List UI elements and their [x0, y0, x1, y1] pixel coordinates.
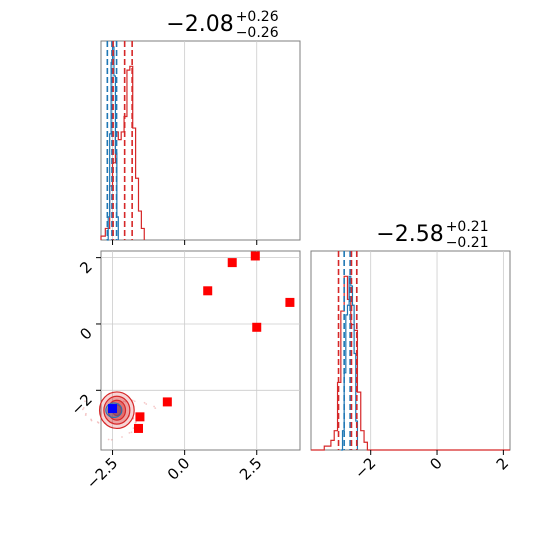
sample-point [96, 421, 99, 423]
marginal-x-title-plus: +0.26 [236, 9, 279, 25]
sample-point [154, 407, 157, 410]
marginal-x-title: −2.08 [166, 12, 233, 37]
sample-point [153, 405, 155, 408]
sample-point [110, 438, 113, 441]
joint-scatter [108, 251, 295, 433]
marginal-y-title-value: −2.58 [376, 222, 443, 247]
tick-label: 0.0 [164, 454, 194, 484]
marginal-x-title-minus: −0.26 [236, 25, 279, 41]
scatter-point-red [162, 397, 172, 407]
scatter-point-red [285, 297, 295, 307]
marginal-x-panel: −2.08 +0.26 −0.26 [100, 9, 301, 245]
sample-point [85, 412, 87, 415]
marginal-y-title-plus: +0.21 [446, 219, 489, 235]
sample-point [133, 400, 136, 403]
sample-point [84, 400, 86, 403]
sample-point [145, 403, 148, 405]
tick-label: −2.5 [83, 454, 121, 492]
marginal-x-title-value: −2.08 [166, 12, 233, 37]
sample-point [128, 431, 131, 434]
scatter-point-red [250, 251, 260, 261]
joint-grid [101, 251, 300, 450]
sample-point [82, 407, 85, 409]
histogram-red [311, 275, 510, 451]
sample-point [122, 400, 125, 403]
scatter-point-red [203, 286, 213, 296]
marginal-y-grid [370, 251, 504, 450]
sample-point [84, 414, 87, 417]
sample-point [121, 436, 123, 438]
histogram-blue [340, 275, 359, 451]
marginal-y-quantile-lines [337, 251, 358, 450]
marginal-x-grid [112, 41, 258, 240]
sample-point [90, 419, 93, 422]
sample-point [97, 421, 100, 424]
marginal-y-ticks: −2 0 2 [351, 450, 512, 482]
tick-label: 0 [76, 324, 95, 343]
marginal-x-ticks [112, 240, 258, 245]
scatter-point-red [252, 322, 262, 332]
scatter-point-blue [108, 404, 118, 414]
tick-label: −2 [67, 390, 95, 418]
sample-point [130, 431, 133, 434]
tick-label: 2.5 [236, 454, 266, 484]
marginal-x-quantile-lines [106, 41, 133, 240]
joint-contours [81, 391, 157, 441]
scatter-point-red [227, 258, 237, 268]
marginal-x-frame [100, 40, 301, 241]
marginal-y-title: −2.58 [376, 222, 443, 247]
scatter-point-red [135, 412, 145, 422]
tick-label: −2 [351, 454, 379, 482]
joint-panel: −2.5 0.0 2.5 −2 0 2 [67, 250, 301, 493]
sample-point [135, 420, 138, 423]
tick-label: 2 [493, 454, 512, 473]
sample-point [134, 421, 137, 424]
sample-point [107, 438, 110, 441]
sample-point [90, 418, 92, 421]
tick-label: 0 [426, 454, 445, 473]
marginal-y-histograms [311, 275, 510, 451]
marginal-y-title-minus: −0.21 [446, 235, 489, 251]
tick-label: 2 [76, 258, 95, 277]
scatter-point-red [133, 423, 143, 433]
joint-frame [100, 250, 301, 451]
joint-ticks: −2.5 0.0 2.5 −2 0 2 [67, 257, 266, 493]
marginal-y-panel: −2 0 2 −2.58 +0.21 −0.21 [310, 219, 512, 482]
sample-point [81, 408, 84, 411]
sample-point [143, 401, 146, 404]
